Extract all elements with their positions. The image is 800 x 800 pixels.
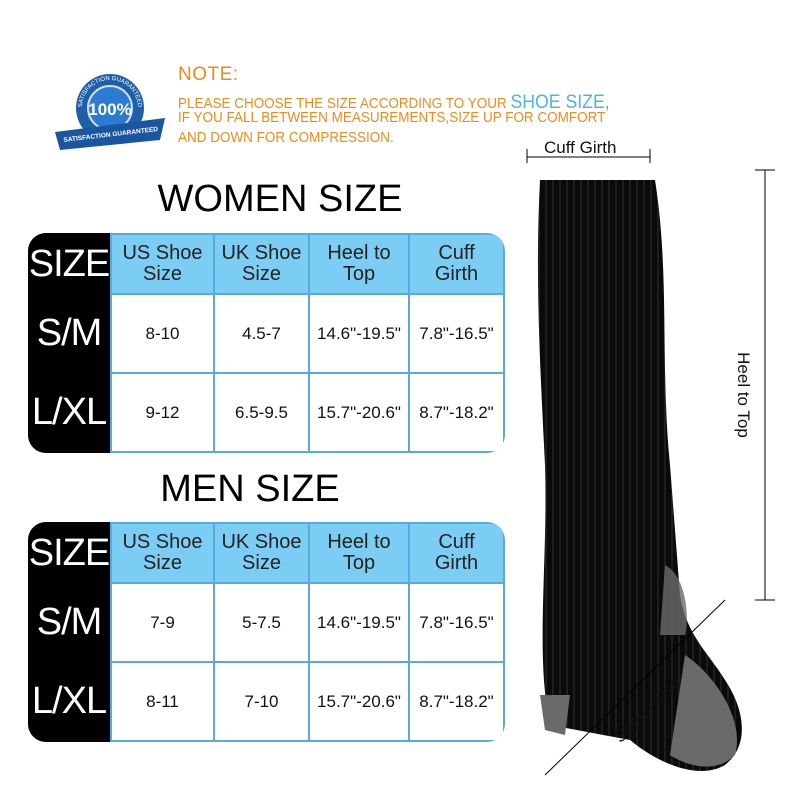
men-size-title: MEN SIZE [160, 468, 340, 510]
note-line-1: PLEASE CHOOSE THE SIZE ACCORDING TO YOUR… [178, 92, 610, 114]
cuff-girth-label: Cuff Girth [544, 138, 617, 157]
men-size-table: SIZE US Shoe Size UK Shoe Size Heel to Top C… [28, 522, 505, 742]
satisfaction-badge-logo: SATISFACTION GUARANTEED SATISFACTION GUA… [55, 74, 165, 150]
column-header: US Shoe Size [112, 524, 213, 582]
column-header: Cuff Girth [410, 524, 503, 582]
table-cell: 7-10 [215, 663, 308, 740]
table-cell: 7.8"-16.5" [410, 584, 503, 661]
note-text: PLEASE CHOOSE THE SIZE ACCORDING TO YOUR [178, 96, 511, 112]
size-column-background [28, 522, 110, 742]
table-cell: 15.7"-20.6" [310, 663, 408, 740]
table-cell: 4.5-7 [215, 295, 308, 372]
note-line-2: IF YOU FALL BETWEEN MEASUREMENTS,SIZE UP… [178, 110, 606, 126]
women-size-table: SIZE US Shoe Size UK Shoe Size Heel to Top C… [28, 233, 505, 453]
table-cell: 14.6"-19.5" [310, 584, 408, 661]
size-label: S/M [36, 312, 103, 354]
women-size-title: WOMEN SIZE [157, 178, 403, 220]
note-title: NOTE: [178, 64, 239, 85]
column-header: UK Shoe Size [215, 235, 308, 293]
size-header: SIZE [28, 242, 110, 285]
table-cell: 5-7.5 [215, 584, 308, 661]
column-header: Heel to Top [310, 524, 408, 582]
size-label: S/M [36, 601, 103, 643]
table-cell: 7.8"-16.5" [410, 295, 503, 372]
table-cell: 9-12 [112, 374, 213, 451]
table-cell: 7-9 [112, 584, 213, 661]
sock-diagram [526, 149, 775, 776]
table-cell: 8.7"-18.2" [410, 663, 503, 740]
column-header: UK Shoe Size [215, 524, 308, 582]
table-cell: 6.5-9.5 [215, 374, 308, 451]
column-header: Cuff Girth [410, 235, 503, 293]
column-header: US Shoe Size [112, 235, 213, 293]
shoe-size-highlight: SHOE SIZE, [510, 92, 610, 113]
note-line-3: AND DOWN FOR COMPRESSION. [178, 130, 394, 146]
size-column-background [28, 233, 110, 453]
size-label: L/XL [31, 391, 107, 433]
table-cell: 8-10 [112, 295, 213, 372]
table-cell: 15.7"-20.6" [310, 374, 408, 451]
column-header: Heel to Top [310, 235, 408, 293]
table-cell: 14.6"-19.5" [310, 295, 408, 372]
heel-to-top-label: Heel to Top [733, 352, 753, 438]
table-cell: 8-11 [112, 663, 213, 740]
size-label: L/XL [31, 680, 107, 722]
table-cell: 8.7"-18.2" [410, 374, 503, 451]
badge-percent: 100% [88, 100, 131, 119]
size-header: SIZE [28, 531, 110, 574]
